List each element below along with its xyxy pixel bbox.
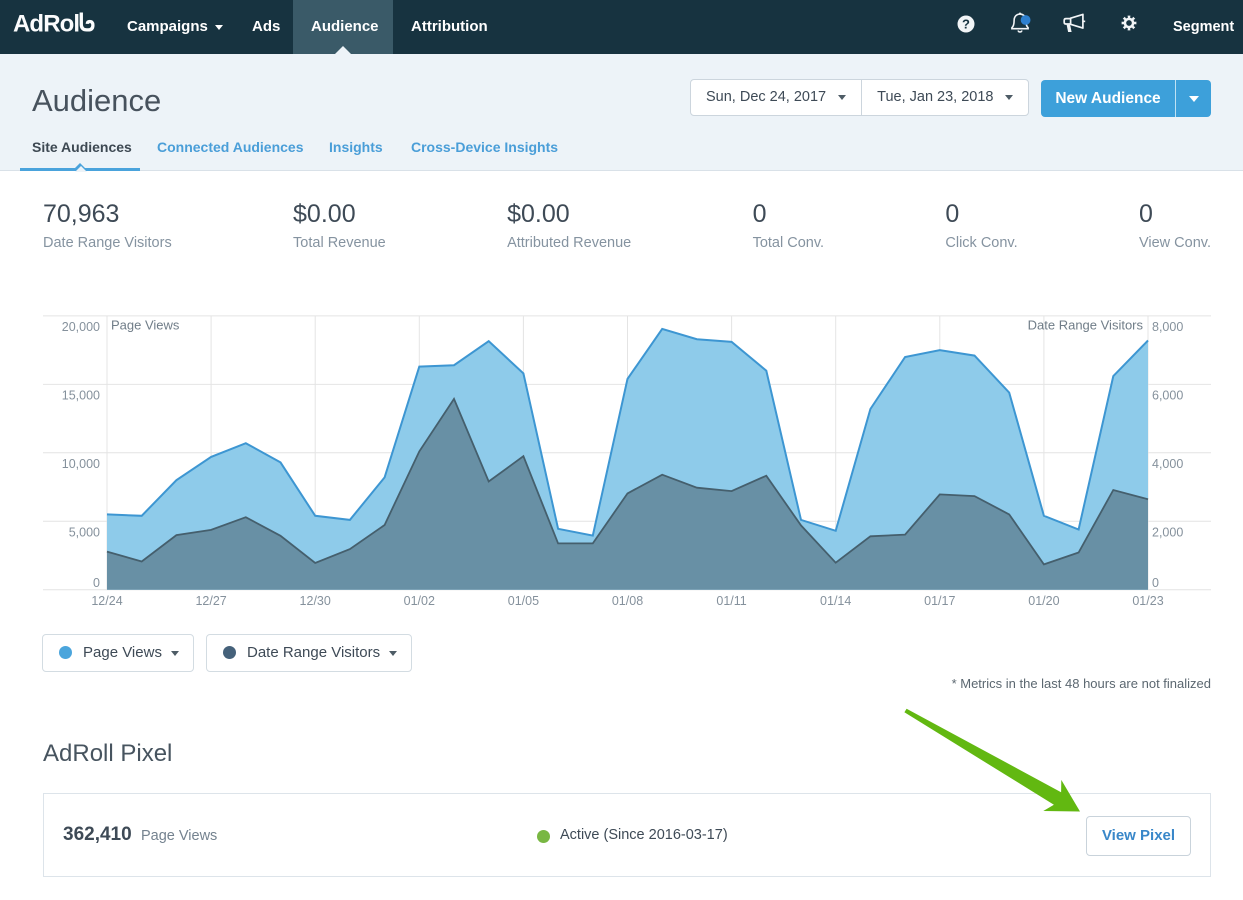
svg-text:0: 0 bbox=[93, 576, 100, 590]
svg-text:12/30: 12/30 bbox=[300, 594, 331, 608]
svg-text:5,000: 5,000 bbox=[69, 525, 100, 539]
svg-text:10,000: 10,000 bbox=[62, 457, 100, 471]
svg-text:4,000: 4,000 bbox=[1152, 457, 1183, 471]
svg-text:12/24: 12/24 bbox=[91, 594, 122, 608]
svg-text:01/14: 01/14 bbox=[820, 594, 851, 608]
svg-text:01/05: 01/05 bbox=[508, 594, 539, 608]
svg-text:AdRol: AdRol bbox=[13, 11, 79, 38]
svg-text:15,000: 15,000 bbox=[62, 388, 100, 402]
svg-text:Page Views: Page Views bbox=[111, 318, 180, 333]
svg-text:01/11: 01/11 bbox=[716, 594, 746, 608]
svg-text:12/27: 12/27 bbox=[195, 594, 226, 608]
svg-text:01/17: 01/17 bbox=[924, 594, 955, 608]
svg-text:01/20: 01/20 bbox=[1028, 594, 1059, 608]
svg-text:20,000: 20,000 bbox=[62, 320, 100, 334]
svg-text:Date Range Visitors: Date Range Visitors bbox=[1028, 318, 1144, 333]
svg-text:01/23: 01/23 bbox=[1132, 594, 1163, 608]
svg-text:0: 0 bbox=[1152, 576, 1159, 590]
svg-text:2,000: 2,000 bbox=[1152, 525, 1183, 539]
svg-text:?: ? bbox=[962, 17, 970, 32]
svg-text:8,000: 8,000 bbox=[1152, 320, 1183, 334]
svg-text:01/08: 01/08 bbox=[612, 594, 643, 608]
svg-text:6,000: 6,000 bbox=[1152, 388, 1183, 402]
svg-text:01/02: 01/02 bbox=[404, 594, 435, 608]
